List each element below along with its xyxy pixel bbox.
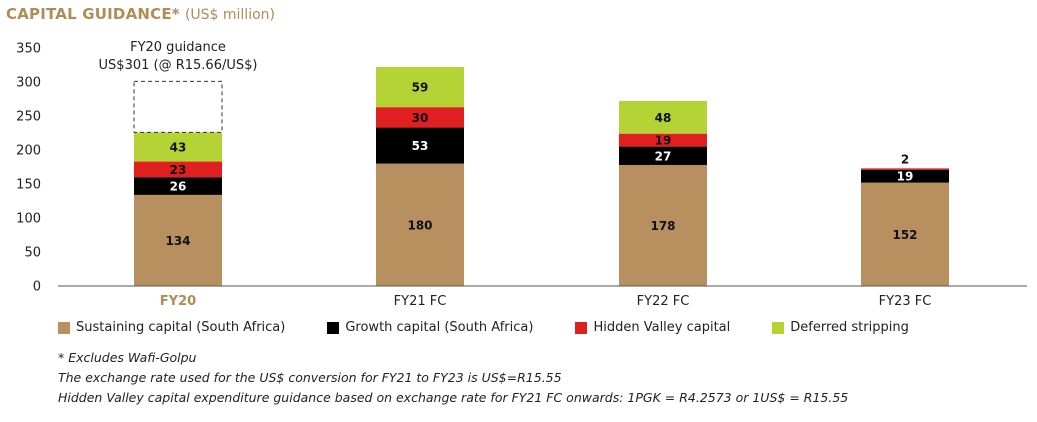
footnotes: * Excludes Wafi-Golpu The exchange rate … <box>58 348 848 408</box>
bar-sustaining-3 <box>861 182 949 286</box>
value-label-growth-1: 53 <box>412 139 429 153</box>
y-tick-label-350: 350 <box>16 42 41 57</box>
bar-deferred-1 <box>376 67 464 108</box>
legend-label-sustaining: Sustaining capital (South Africa) <box>76 320 286 335</box>
legend-swatch-growth <box>327 321 340 334</box>
value-label-deferred-2: 48 <box>655 111 672 125</box>
legend-label-deferred: Deferred stripping <box>790 320 909 335</box>
y-tick-label-150: 150 <box>16 178 41 193</box>
value-label-sustaining-2: 178 <box>650 219 675 233</box>
legend-label-growth: Growth capital (South Africa) <box>345 320 534 335</box>
legend-label-hidden-valley: Hidden Valley capital <box>593 320 731 335</box>
value-label-deferred-0: 43 <box>170 140 187 154</box>
x-tick-label-0: FY20 <box>160 294 196 309</box>
bar-deferred-0 <box>134 132 222 162</box>
y-tick-label-50: 50 <box>24 246 41 261</box>
value-label-sustaining-1: 180 <box>407 218 432 232</box>
value-label-hidden_valley-2: 19 <box>655 134 672 148</box>
x-tick-label-2: FY22 FC <box>637 294 690 309</box>
y-tick-label-0: 0 <box>33 280 41 295</box>
y-tick-label-300: 300 <box>16 76 41 91</box>
value-label-hidden_valley-1: 30 <box>412 111 429 125</box>
value-label-growth-3: 19 <box>897 170 914 184</box>
bar-hidden_valley-0 <box>134 161 222 178</box>
value-label-deferred-1: 59 <box>412 81 429 95</box>
value-label-hidden_valley-0: 23 <box>170 163 187 177</box>
legend-swatch-hidden-valley <box>575 321 588 334</box>
bar-growth-3 <box>861 169 949 183</box>
chart-title-row: CAPITAL GUIDANCE* (US$ million) <box>6 4 275 23</box>
stacked-bar-chart: 0 50 100 150 200 250 300 350 134 26 23 43 180 53 30 59 1… <box>16 40 1027 309</box>
value-label-sustaining-0: 134 <box>165 234 190 248</box>
footnote-hidden-valley: Hidden Valley capital expenditure guidan… <box>58 390 849 405</box>
bar-growth-2 <box>619 146 707 165</box>
value-label-sustaining-3: 152 <box>892 228 917 242</box>
legend-item-sustaining: Sustaining capital (South Africa) <box>58 320 285 335</box>
bar-sustaining-2 <box>619 164 707 286</box>
bar-growth-0 <box>134 177 222 195</box>
bar-hidden_valley-1 <box>376 107 464 128</box>
chart-title: CAPITAL GUIDANCE* <box>6 5 180 23</box>
guidance-dashed-box <box>133 80 223 133</box>
legend-item-hidden-valley: Hidden Valley capital <box>575 320 730 335</box>
legend-swatch-sustaining <box>58 321 70 334</box>
bar-deferred-2 <box>619 101 707 134</box>
chart-legend: Sustaining capital (South Africa) Growth… <box>58 320 909 335</box>
y-tick-label-100: 100 <box>16 212 41 227</box>
value-label-hidden_valley-3: 2 <box>901 152 909 166</box>
y-tick-label-200: 200 <box>16 144 41 159</box>
bar-growth-1 <box>376 127 464 164</box>
bar-sustaining-1 <box>376 163 464 286</box>
legend-item-deferred: Deferred stripping <box>772 320 909 335</box>
guidance-annotation-line2: US$301 (@ R15.66/US$) <box>99 58 258 73</box>
legend-swatch-deferred <box>772 321 785 334</box>
value-label-growth-0: 26 <box>170 180 187 194</box>
x-tick-label-3: FY23 FC <box>879 294 932 309</box>
value-label-growth-2: 27 <box>655 149 672 163</box>
guidance-annotation-line1: FY20 guidance <box>130 40 226 55</box>
bar-sustaining-0 <box>134 194 222 286</box>
bar-hidden_valley-3 <box>861 168 949 170</box>
y-tick-label-250: 250 <box>16 110 41 125</box>
x-tick-label-1: FY21 FC <box>394 294 447 309</box>
footnote-wafi-golpu: * Excludes Wafi-Golpu <box>58 350 197 365</box>
bar-hidden_valley-2 <box>619 133 707 147</box>
footnote-exchange-rate: The exchange rate used for the US$ conve… <box>58 370 562 385</box>
legend-item-growth: Growth capital (South Africa) <box>327 320 533 335</box>
chart-title-units: (US$ million) <box>184 7 275 23</box>
